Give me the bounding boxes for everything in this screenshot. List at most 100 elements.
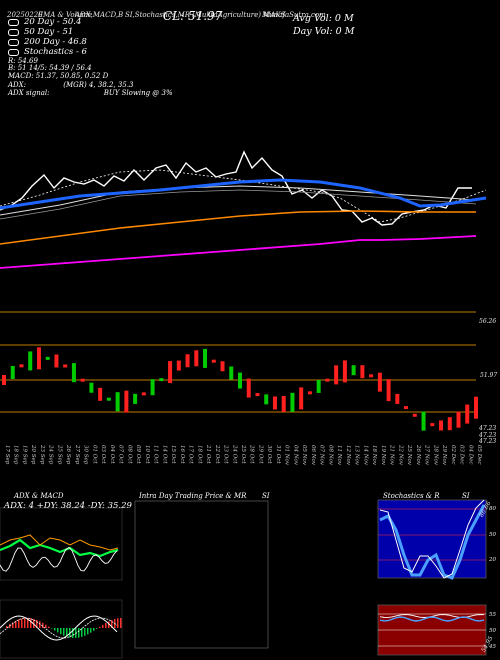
adx-panel-values: ADX: 4 +DY: 38.24 -DY: 35.29 — [4, 501, 132, 511]
macd-histogram-bar — [60, 628, 62, 635]
price-label-close: 51.97 — [480, 372, 498, 379]
header-ema: EMA & Volume — [38, 11, 93, 19]
macd-histogram-bar — [30, 618, 32, 628]
candle-41 — [360, 365, 365, 379]
candle-4 — [36, 347, 41, 370]
adx-label: ADX: — [8, 81, 27, 89]
date-tick-label: 25 Oct — [240, 444, 246, 464]
ema100-band-line — [0, 189, 477, 220]
macd-histogram-bar — [57, 628, 59, 633]
macd-histogram-bar — [117, 618, 119, 628]
date-tick-label: 24 Sep — [48, 444, 54, 465]
macd-panel-frame — [0, 599, 123, 659]
macd-histogram-bar — [66, 628, 68, 637]
candle-35 — [307, 391, 312, 395]
candle-2 — [19, 364, 24, 368]
candle-30 — [264, 394, 269, 405]
legend-label: 200 Day - 46.8 — [24, 37, 87, 47]
intraday-panel-frame — [134, 500, 269, 649]
intraday-panel-si: SI — [262, 492, 270, 500]
date-tick-label: 02 Dec — [450, 445, 456, 465]
candle-22 — [194, 350, 199, 367]
candle-29 — [255, 393, 260, 397]
macd-histogram-bar — [21, 618, 23, 628]
adx-signal-label: ADX signal: — [8, 89, 50, 97]
legend-swatch-icon — [8, 48, 19, 56]
legend-ema200: 200 Day - 46.8 — [8, 37, 87, 47]
date-tick-label: 13 Nov — [354, 445, 360, 466]
adx-mdi-line — [0, 534, 119, 551]
legend-stochastics: Stochastics - 6 — [8, 47, 87, 57]
candle-18 — [159, 378, 164, 382]
macd-histogram-bar — [81, 628, 83, 637]
date-tick-label: 29 Nov — [441, 444, 447, 466]
candle-32 — [281, 395, 286, 412]
intraday-panel-title: Intra Day Trading Price & MR — [139, 492, 247, 500]
date-tick-label: 07 Nov — [319, 445, 325, 466]
stoch-tick-50: 50 — [489, 532, 496, 538]
date-tick-label: 06 Nov — [310, 445, 316, 466]
date-tick-label: 16 Oct — [179, 445, 185, 464]
mr-tick-50: 50 — [489, 628, 496, 634]
macd-histogram-bar — [84, 628, 86, 636]
candle-3 — [28, 351, 33, 371]
date-tick-label: 05 Dec — [476, 445, 482, 465]
candle-39 — [342, 360, 347, 383]
candle-7 — [63, 364, 68, 368]
candle-26 — [229, 366, 234, 380]
date-tick-label: 28 Nov — [432, 444, 438, 466]
adx-signal-value: BUY Slowing @ 3% — [103, 89, 173, 97]
candle-17 — [150, 379, 155, 396]
candle-45 — [395, 393, 400, 404]
date-tick-label: 04 Dec — [467, 445, 473, 465]
candle-47 — [412, 413, 417, 417]
date-tick-label: 01 Oct — [91, 445, 97, 464]
legend-swatch-icon — [8, 38, 19, 46]
adx-pdi-line — [0, 538, 119, 558]
date-tick-label: 30 Oct — [266, 445, 272, 464]
candle-49 — [430, 423, 435, 427]
macd-histogram-bar — [87, 628, 89, 635]
stoch-tick-80: 80 — [489, 506, 496, 512]
macd-histogram-bar — [51, 628, 53, 629]
macd-histogram-bar — [42, 622, 44, 628]
date-tick-label: 26 Sep — [65, 444, 71, 465]
stoch-panel-frame — [377, 499, 487, 579]
candle-1 — [10, 365, 15, 379]
candle-44 — [386, 379, 391, 402]
candle-54 — [474, 396, 478, 419]
date-tick-label: 08 Oct — [126, 445, 132, 464]
macd-histogram-bar — [102, 624, 104, 628]
macd-histogram-bar — [6, 626, 8, 628]
stoch-tick-20: 20 — [489, 557, 496, 563]
price-label-low-3: 47.23 — [479, 438, 497, 445]
macd-line — [0, 615, 118, 641]
candle-28 — [246, 378, 251, 398]
candle-21 — [185, 354, 190, 368]
candle-40 — [351, 365, 356, 376]
adx-signal-line: ADX signal: BUY Slowing @ 3% — [8, 89, 173, 97]
macd-histogram-bar — [99, 626, 101, 628]
close-price-label: CL: 51.97 — [163, 9, 223, 23]
date-tick-label: 22 Nov — [397, 444, 403, 466]
candle-15 — [133, 393, 138, 404]
stoch-panel-si: SI — [462, 492, 470, 500]
macd-histogram-bar — [27, 618, 29, 628]
date-tick-label: 03 Dec — [459, 445, 465, 465]
adx-panel-title: ADX & MACD — [14, 492, 64, 500]
date-tick-label: 11 Nov — [336, 445, 342, 466]
stoch-d-line — [379, 504, 486, 580]
stoch-k-line — [379, 499, 485, 579]
date-tick-label: 15 Oct — [170, 445, 176, 464]
candle-50 — [439, 420, 444, 431]
candle-46 — [404, 406, 409, 410]
macd-histogram-bar — [12, 622, 14, 628]
date-tick-label: 01 Nov — [284, 445, 290, 466]
macd-histogram-bar — [90, 628, 92, 633]
candle-11 — [98, 387, 103, 401]
date-tick-label: 18 Oct — [196, 445, 202, 464]
candle-42 — [369, 374, 374, 378]
date-tick-label: 27 Nov — [424, 444, 430, 466]
macd-histogram-bar — [96, 628, 98, 629]
